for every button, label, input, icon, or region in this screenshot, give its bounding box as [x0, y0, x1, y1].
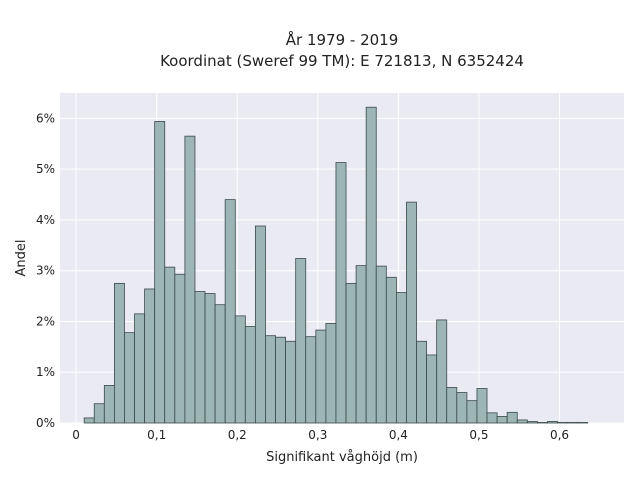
y-axis-ticks: 0% 1% 2% 3% 4% 5% 6%	[36, 111, 55, 430]
histogram-bar	[365, 106, 377, 424]
x-axis-label: Signifikant våghöjd (m)	[266, 450, 418, 465]
histogram-bar	[466, 400, 478, 424]
y-axis-label: Andel	[14, 240, 29, 277]
histogram-bar	[355, 265, 367, 424]
histogram-bar	[275, 336, 286, 424]
x-tick-label: 0	[72, 428, 80, 442]
histogram-bar	[285, 340, 297, 424]
x-tick-label: 0,3	[308, 428, 327, 442]
chart-title: År 1979 - 2019	[286, 30, 399, 49]
histogram-bar	[567, 422, 579, 424]
histogram-bar	[577, 422, 589, 424]
x-axis-ticks: 0 0,1 0,2 0,3 0,4 0,5 0,6	[72, 428, 569, 442]
histogram-bar	[436, 319, 448, 424]
x-tick-label: 0,5	[469, 428, 488, 442]
histogram-bar	[93, 403, 105, 424]
y-tick-label: 0%	[36, 416, 55, 430]
histogram-bar	[385, 276, 397, 424]
histogram-bar	[154, 121, 166, 424]
y-tick-label: 6%	[36, 111, 55, 125]
y-tick-label: 4%	[36, 213, 55, 227]
histogram-bar	[194, 291, 206, 424]
histogram-bar	[547, 421, 558, 424]
histogram-bar	[265, 335, 276, 424]
histogram-bar	[83, 417, 95, 424]
histogram-bar	[204, 293, 216, 424]
histogram-bar	[416, 340, 427, 424]
histogram-bar	[406, 201, 417, 424]
histogram-bar	[244, 326, 256, 424]
histogram-bar	[325, 323, 337, 424]
y-tick-label: 2%	[36, 314, 55, 328]
y-tick-label: 3%	[36, 264, 55, 278]
histogram-bar	[476, 388, 488, 424]
histogram-bar	[164, 266, 176, 424]
histogram-bar	[536, 422, 548, 424]
histogram-bar	[103, 385, 115, 424]
x-tick-label: 0,1	[147, 428, 166, 442]
histogram-bar	[345, 282, 357, 424]
histogram-bar	[214, 304, 226, 424]
histogram-bar	[526, 421, 538, 424]
histogram-bar	[184, 135, 196, 424]
y-tick-label: 1%	[36, 365, 55, 379]
y-tick-label: 5%	[36, 162, 55, 176]
histogram-bar	[315, 329, 327, 424]
histogram-bar	[446, 387, 458, 424]
histogram-bar	[375, 265, 387, 424]
histogram-bar	[456, 392, 468, 424]
histogram-bar	[144, 288, 156, 424]
histogram-bar	[254, 225, 266, 424]
histogram-bar	[557, 422, 568, 424]
x-tick-label: 0,6	[550, 428, 569, 442]
histogram-bar	[496, 415, 508, 424]
histogram-bar	[335, 162, 347, 424]
bars	[83, 106, 589, 424]
chart-subtitle: Koordinat (Sweref 99 TM): E 721813, N 63…	[160, 52, 524, 70]
histogram-bar	[124, 332, 135, 424]
x-tick-label: 0,2	[228, 428, 247, 442]
histogram-bar	[224, 199, 236, 424]
x-tick-label: 0,4	[389, 428, 408, 442]
histogram-bar	[305, 336, 317, 424]
histogram-bar	[395, 292, 407, 424]
histogram-bar	[426, 354, 438, 424]
histogram-bar	[516, 419, 528, 424]
histogram-bar	[506, 411, 518, 424]
histogram-bar	[486, 412, 498, 424]
histogram-bar	[174, 273, 186, 424]
histogram-bar	[295, 258, 307, 424]
histogram-bar	[234, 315, 246, 424]
histogram-bar	[113, 282, 125, 424]
histogram-bar	[134, 313, 145, 424]
